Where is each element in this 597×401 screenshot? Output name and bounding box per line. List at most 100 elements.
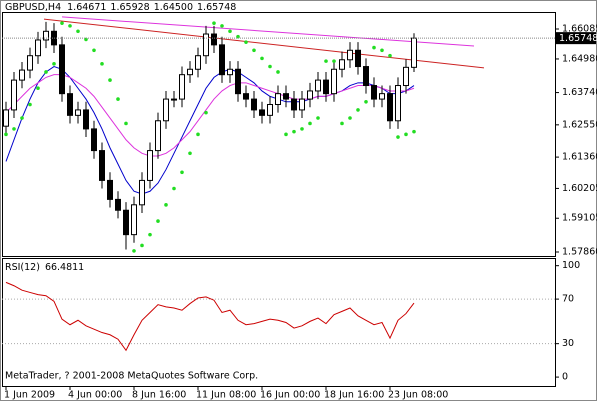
trendline xyxy=(61,16,475,47)
sar-dot xyxy=(356,108,360,112)
candle-body xyxy=(59,44,65,95)
candle-body xyxy=(283,93,289,100)
candle-body xyxy=(411,37,417,68)
candle-body xyxy=(123,209,129,236)
x-tick-label: 16 Jun 00:00 xyxy=(260,390,320,401)
candle-body xyxy=(403,66,409,87)
sar-dot xyxy=(380,48,384,53)
candle-body xyxy=(211,33,217,46)
rsi-pane xyxy=(2,258,556,387)
candle-body xyxy=(235,68,241,95)
candle-body xyxy=(11,79,17,111)
candle-body xyxy=(179,74,185,100)
sar-dot xyxy=(260,56,264,61)
candle-body xyxy=(379,93,385,100)
sar-dot xyxy=(4,132,8,137)
sar-dot xyxy=(404,132,408,137)
sar-dot xyxy=(172,186,176,191)
trendline xyxy=(43,18,485,69)
price-pane xyxy=(2,12,556,257)
sar-dot xyxy=(108,78,112,82)
sar-dot xyxy=(188,151,192,156)
ohlc-value: 1.64671 xyxy=(67,2,106,13)
y-tick-label: 30 xyxy=(562,338,574,349)
y-tick-label: 1.63740 xyxy=(562,87,597,98)
candle-body xyxy=(339,59,345,70)
sar-dot xyxy=(220,24,224,28)
x-tick-label: 23 Jun 08:00 xyxy=(388,390,448,401)
candle-body xyxy=(83,109,89,130)
y-tick-label: 1.57860 xyxy=(562,246,597,257)
candle-body xyxy=(131,204,137,236)
sar-dot xyxy=(12,127,16,131)
sar-dot xyxy=(36,86,40,91)
candle-body xyxy=(371,85,377,100)
sar-dot xyxy=(180,170,184,175)
candle-body xyxy=(299,98,305,111)
sar-dot xyxy=(396,135,400,139)
candle-body xyxy=(115,198,121,211)
sar-dot xyxy=(340,121,344,126)
candle-body xyxy=(323,79,329,95)
sar-dot xyxy=(372,45,376,50)
candle-body xyxy=(99,150,105,181)
candle-body xyxy=(387,93,393,122)
candle-body xyxy=(347,49,353,61)
ohlc-value: 1.64500 xyxy=(154,2,193,13)
candle-body xyxy=(107,179,113,200)
candle-body xyxy=(355,49,361,68)
candle-body xyxy=(251,98,257,111)
sar-dot xyxy=(228,29,232,34)
sar-dot xyxy=(316,116,320,120)
candle-body xyxy=(67,93,73,116)
sar-dot xyxy=(252,48,256,53)
candle-body xyxy=(219,44,225,76)
candle-body xyxy=(27,55,33,71)
candle-body xyxy=(43,30,49,41)
sar-dot xyxy=(364,99,368,104)
moving-average xyxy=(5,74,415,157)
sar-dot xyxy=(164,203,168,207)
candle-body xyxy=(363,66,369,87)
sar-dot xyxy=(140,243,144,248)
sar-dot xyxy=(68,24,72,28)
candle-body xyxy=(35,39,41,57)
y-tick-label: 1.66085 xyxy=(562,23,597,34)
y-tick-label: 1.62550 xyxy=(562,119,597,130)
sar-dot xyxy=(92,48,96,53)
candle-body xyxy=(259,109,265,116)
rsi-header: RSI(12) 66.4811 xyxy=(5,262,84,273)
x-tick-label: 8 Jun 16:00 xyxy=(132,390,186,401)
candle-body xyxy=(395,85,401,122)
ohlc-value: 1.65928 xyxy=(110,2,149,13)
sar-dot xyxy=(52,62,56,66)
moving-average xyxy=(5,65,415,195)
sar-dot xyxy=(100,62,104,66)
candle-body xyxy=(147,150,153,181)
sar-dot xyxy=(28,102,32,107)
sar-dot xyxy=(148,232,152,237)
sar-dot xyxy=(308,121,312,126)
sar-dot xyxy=(324,59,328,63)
sar-dot xyxy=(44,70,48,74)
sar-dot xyxy=(236,34,240,39)
sar-dot xyxy=(388,53,392,58)
y-tick-label: 1.61360 xyxy=(562,152,597,163)
x-tick-label: 4 Jun 00:00 xyxy=(68,390,122,401)
x-tick-label: 11 Jun 08:00 xyxy=(196,390,256,401)
symbol: GBPUSD,H4 xyxy=(5,2,61,13)
sar-dot xyxy=(132,249,136,253)
sar-dot xyxy=(244,40,248,44)
sar-dot xyxy=(204,110,208,115)
sar-dot xyxy=(156,219,160,223)
candle-body xyxy=(91,128,97,152)
x-tick-label: 18 Jun 16:00 xyxy=(324,390,384,401)
copyright: MetaTrader, ? 2001-2008 MetaQuotes Softw… xyxy=(5,371,258,382)
rsi-line xyxy=(5,281,415,352)
x-tick-label: 1 Jun 2009 xyxy=(4,390,55,401)
candle-body xyxy=(331,68,337,95)
candle-body xyxy=(195,55,201,70)
candle-body xyxy=(3,109,9,127)
